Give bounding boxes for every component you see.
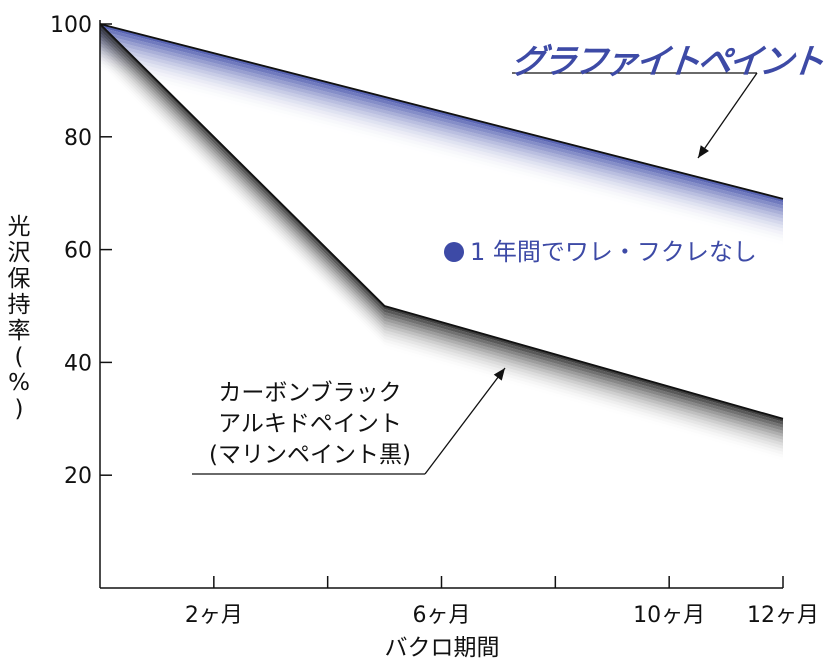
series-line [99, 23, 784, 420]
carbon-label-line-1: カーボンブラック [218, 380, 402, 406]
carbon-callout-arrow-head [493, 368, 505, 381]
x-axis-label: バクロ期間 [385, 635, 500, 661]
carbon-black-series-label: カーボンブラック アルキドペイント (マリンペイント黒) [180, 378, 440, 471]
y-axis-label-char: ( [14, 344, 24, 370]
y-axis-label-char: ) [14, 396, 24, 422]
series-shadow-band [100, 56, 783, 235]
series-shadow-band [100, 60, 783, 239]
y-axis-label-char: % [8, 370, 30, 396]
y-tick-label: 100 [50, 13, 92, 38]
series-shadow-band [100, 50, 783, 229]
y-tick-label: 80 [64, 126, 92, 151]
carbon-label-line-2: アルキドペイント [218, 411, 402, 437]
y-axis-label-char: 光 [7, 214, 31, 240]
y-axis-label-char: 持 [7, 292, 31, 318]
annotation-note: 1 年間でワレ・フクレなし [444, 232, 757, 267]
series-shadow-band [100, 43, 783, 222]
carbon-label-line-3: (マリンペイント黒) [209, 442, 411, 468]
graphite-callout-arrow-head [698, 145, 709, 158]
y-axis-label: 光沢保持率(%) [6, 214, 32, 422]
series-shadow-band [100, 27, 783, 206]
series-shadow-band [100, 37, 783, 216]
callout-arrows [192, 72, 758, 475]
y-tick-label: 40 [64, 351, 92, 376]
series-shadow-band [100, 30, 783, 209]
y-axis-label-char: 保 [7, 266, 31, 292]
annotation-text: 1 年間でワレ・フクレなし [470, 238, 757, 266]
series-shadow-band [100, 33, 783, 212]
x-tick-label: 6ヶ月 [413, 603, 471, 628]
x-tick-label: 10ヶ月 [633, 603, 705, 628]
axes: 20 40 60 80 100 2ヶ月 6ヶ月 10ヶ月 12ヶ月 [50, 13, 819, 628]
series-shadow-band [100, 40, 783, 219]
series-line [99, 23, 784, 200]
y-axis-label-char: 率 [7, 318, 31, 344]
x-tick-label: 2ヶ月 [185, 603, 243, 628]
series-shadow-band [100, 53, 783, 232]
bullet-dot-icon [444, 242, 464, 262]
x-tick-label: 12ヶ月 [747, 603, 819, 628]
carbon-callout-arrow [424, 367, 506, 475]
graphite-paint-series-label: グラファイトペイント [509, 42, 824, 82]
y-tick-label: 20 [64, 464, 92, 489]
series-shadow-band [100, 47, 783, 226]
y-axis-label-char: 沢 [7, 240, 31, 266]
y-tick-label: 60 [64, 239, 92, 264]
graphite-callout-arrow [697, 72, 758, 159]
shadow-bands [100, 24, 783, 455]
series-lines [99, 23, 784, 420]
